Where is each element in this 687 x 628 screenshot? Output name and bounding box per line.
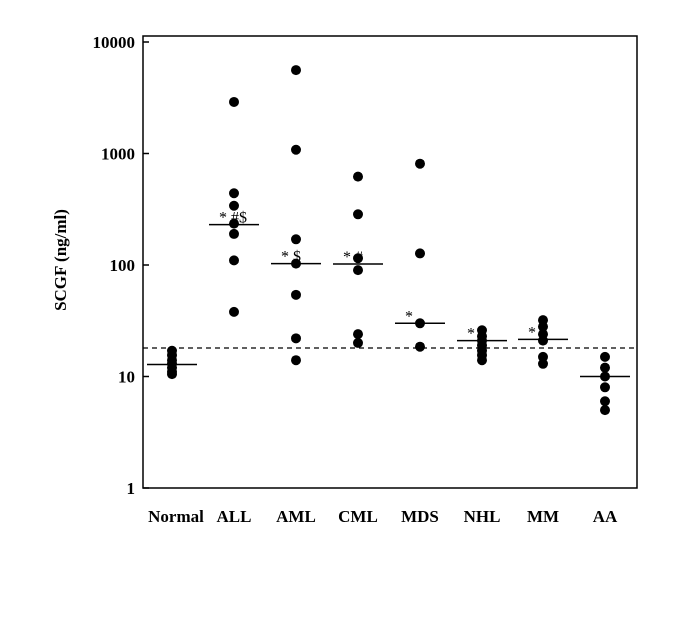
significance-annotation: * #: [343, 249, 363, 266]
x-category-label: AA: [593, 507, 618, 526]
significance-annotations: * #$ * $ * # * * *: [219, 210, 536, 343]
data-point: [291, 65, 301, 76]
data-point: [600, 396, 610, 407]
plot-frame: [142, 35, 638, 489]
data-points: [167, 65, 610, 416]
data-point: [291, 144, 301, 155]
y-tick-label: 1: [127, 479, 136, 498]
data-point: [353, 265, 363, 276]
median-lines: [147, 223, 630, 378]
data-point: [415, 158, 425, 169]
x-category-label: AML: [276, 507, 316, 526]
data-point: [229, 306, 239, 317]
data-point: [600, 351, 610, 362]
y-tick-label: 10: [118, 368, 135, 387]
y-tick-label: 10000: [93, 33, 136, 52]
data-point: [229, 200, 239, 211]
significance-annotation: * $: [281, 249, 301, 266]
data-point: [538, 351, 548, 362]
data-point: [291, 355, 301, 366]
data-point: [600, 382, 610, 393]
data-point: [229, 188, 239, 199]
data-point: [229, 96, 239, 107]
data-point: [353, 329, 363, 340]
data-point: [291, 258, 301, 269]
significance-annotation: *: [405, 308, 413, 325]
x-category-label: NHL: [464, 507, 501, 526]
data-point: [353, 171, 363, 182]
data-point: [291, 333, 301, 344]
data-point: [415, 248, 425, 259]
plot-border: [142, 35, 638, 489]
x-category-label: CML: [338, 507, 378, 526]
x-category-label: ALL: [217, 507, 252, 526]
data-point: [229, 228, 239, 239]
y-axis-label: SCGF (ng/ml): [51, 209, 70, 311]
data-point: [353, 209, 363, 220]
significance-annotation: *: [528, 324, 536, 341]
data-point: [353, 253, 363, 264]
data-point: [229, 255, 239, 266]
x-category-label: MM: [527, 507, 559, 526]
data-point: [538, 358, 548, 369]
data-point: [415, 341, 425, 352]
data-point: [353, 337, 363, 348]
data-point: [167, 369, 177, 380]
x-axis-labels: Normal ALL AML CML MDS NHL MM AA: [148, 507, 618, 526]
data-point: [415, 318, 425, 329]
data-point: [600, 371, 610, 382]
data-point: [538, 321, 548, 332]
y-tick-label: 1000: [101, 145, 135, 164]
data-point: [291, 289, 301, 300]
x-category-label: MDS: [401, 507, 439, 526]
y-axis-ticks: 1 10 100 1000 10000: [93, 33, 149, 498]
data-point: [477, 355, 487, 366]
data-point: [229, 218, 239, 229]
significance-annotation: * #$: [219, 210, 247, 227]
data-point: [600, 405, 610, 416]
data-point: [600, 362, 610, 373]
y-tick-label: 100: [110, 256, 136, 275]
data-point: [538, 335, 548, 346]
significance-annotation: *: [467, 326, 475, 343]
data-point: [291, 234, 301, 245]
x-category-label: Normal: [148, 507, 204, 526]
